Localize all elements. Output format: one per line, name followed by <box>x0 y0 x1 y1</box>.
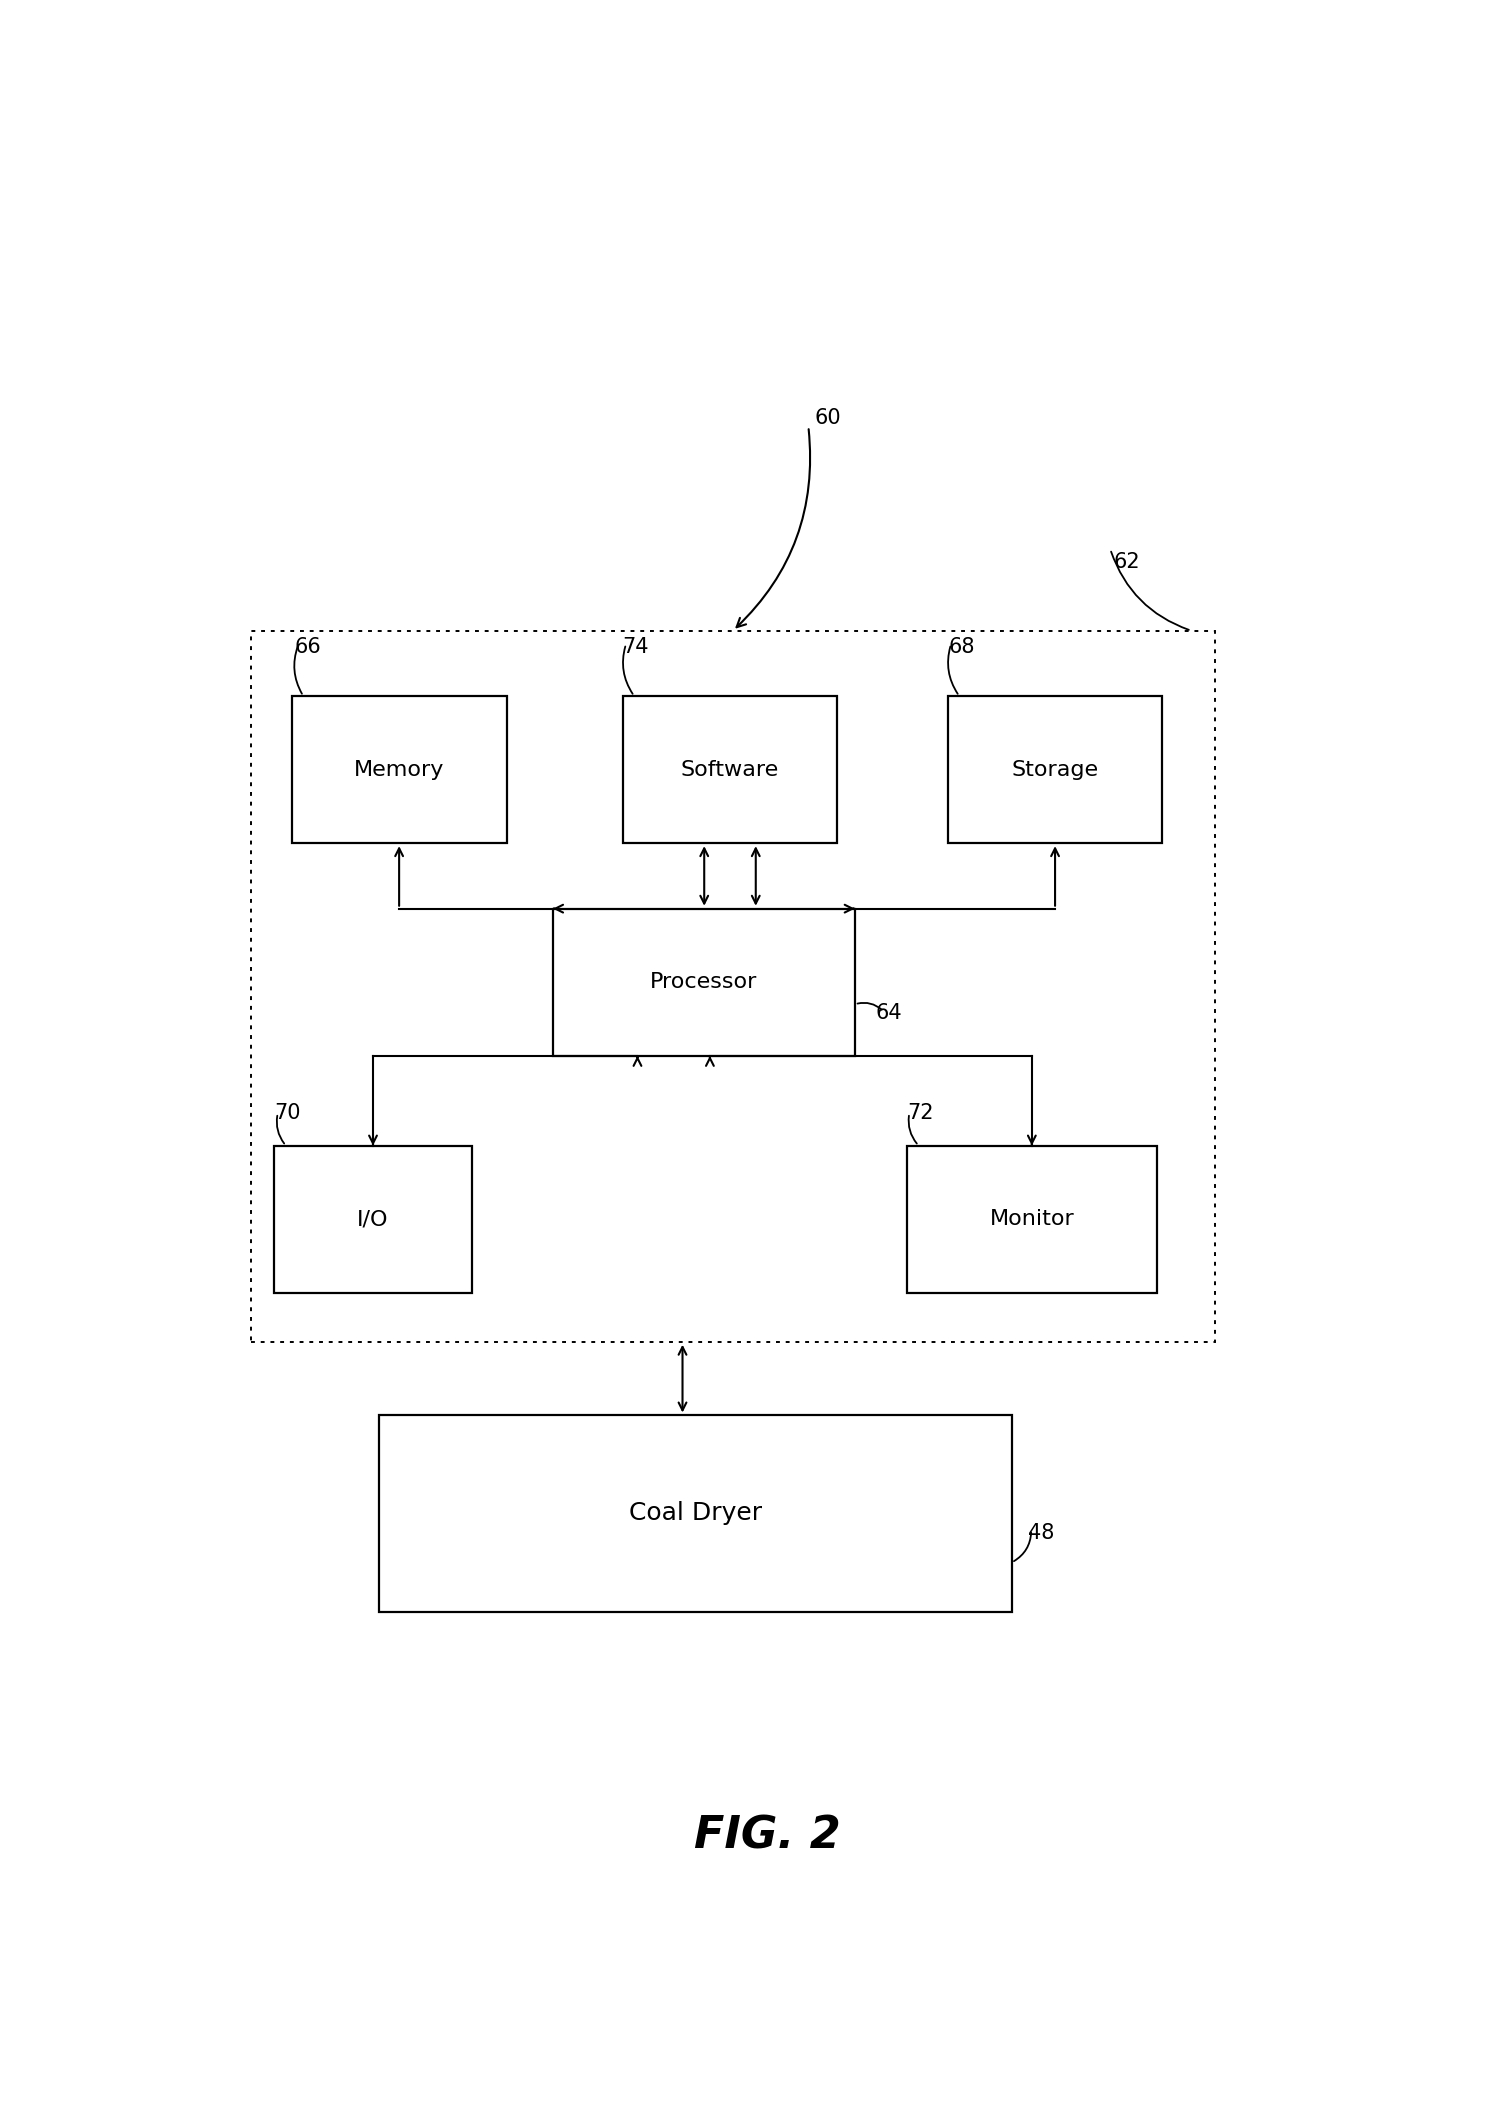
Text: Storage: Storage <box>1011 760 1098 779</box>
Bar <box>252 631 1215 1342</box>
Text: Coal Dryer: Coal Dryer <box>629 1501 761 1526</box>
Text: Processor: Processor <box>650 972 758 991</box>
Bar <box>623 696 837 843</box>
Text: 64: 64 <box>876 1004 902 1023</box>
Text: FIG. 2: FIG. 2 <box>695 1813 840 1858</box>
Text: 60: 60 <box>815 408 840 429</box>
Text: 72: 72 <box>906 1104 933 1123</box>
Text: Memory: Memory <box>354 760 445 779</box>
Bar <box>379 1416 1011 1611</box>
Text: Software: Software <box>682 760 779 779</box>
Bar <box>906 1146 1156 1293</box>
Bar <box>553 909 855 1055</box>
Text: Monitor: Monitor <box>990 1210 1074 1229</box>
Bar <box>948 696 1162 843</box>
Text: 70: 70 <box>274 1104 301 1123</box>
Text: I/O: I/O <box>357 1210 389 1229</box>
Text: 62: 62 <box>1113 552 1140 571</box>
Text: 48: 48 <box>1028 1522 1055 1543</box>
Text: 74: 74 <box>623 637 649 658</box>
Text: 68: 68 <box>948 637 975 658</box>
Bar <box>274 1146 472 1293</box>
Bar <box>292 696 506 843</box>
Text: 66: 66 <box>294 637 321 658</box>
